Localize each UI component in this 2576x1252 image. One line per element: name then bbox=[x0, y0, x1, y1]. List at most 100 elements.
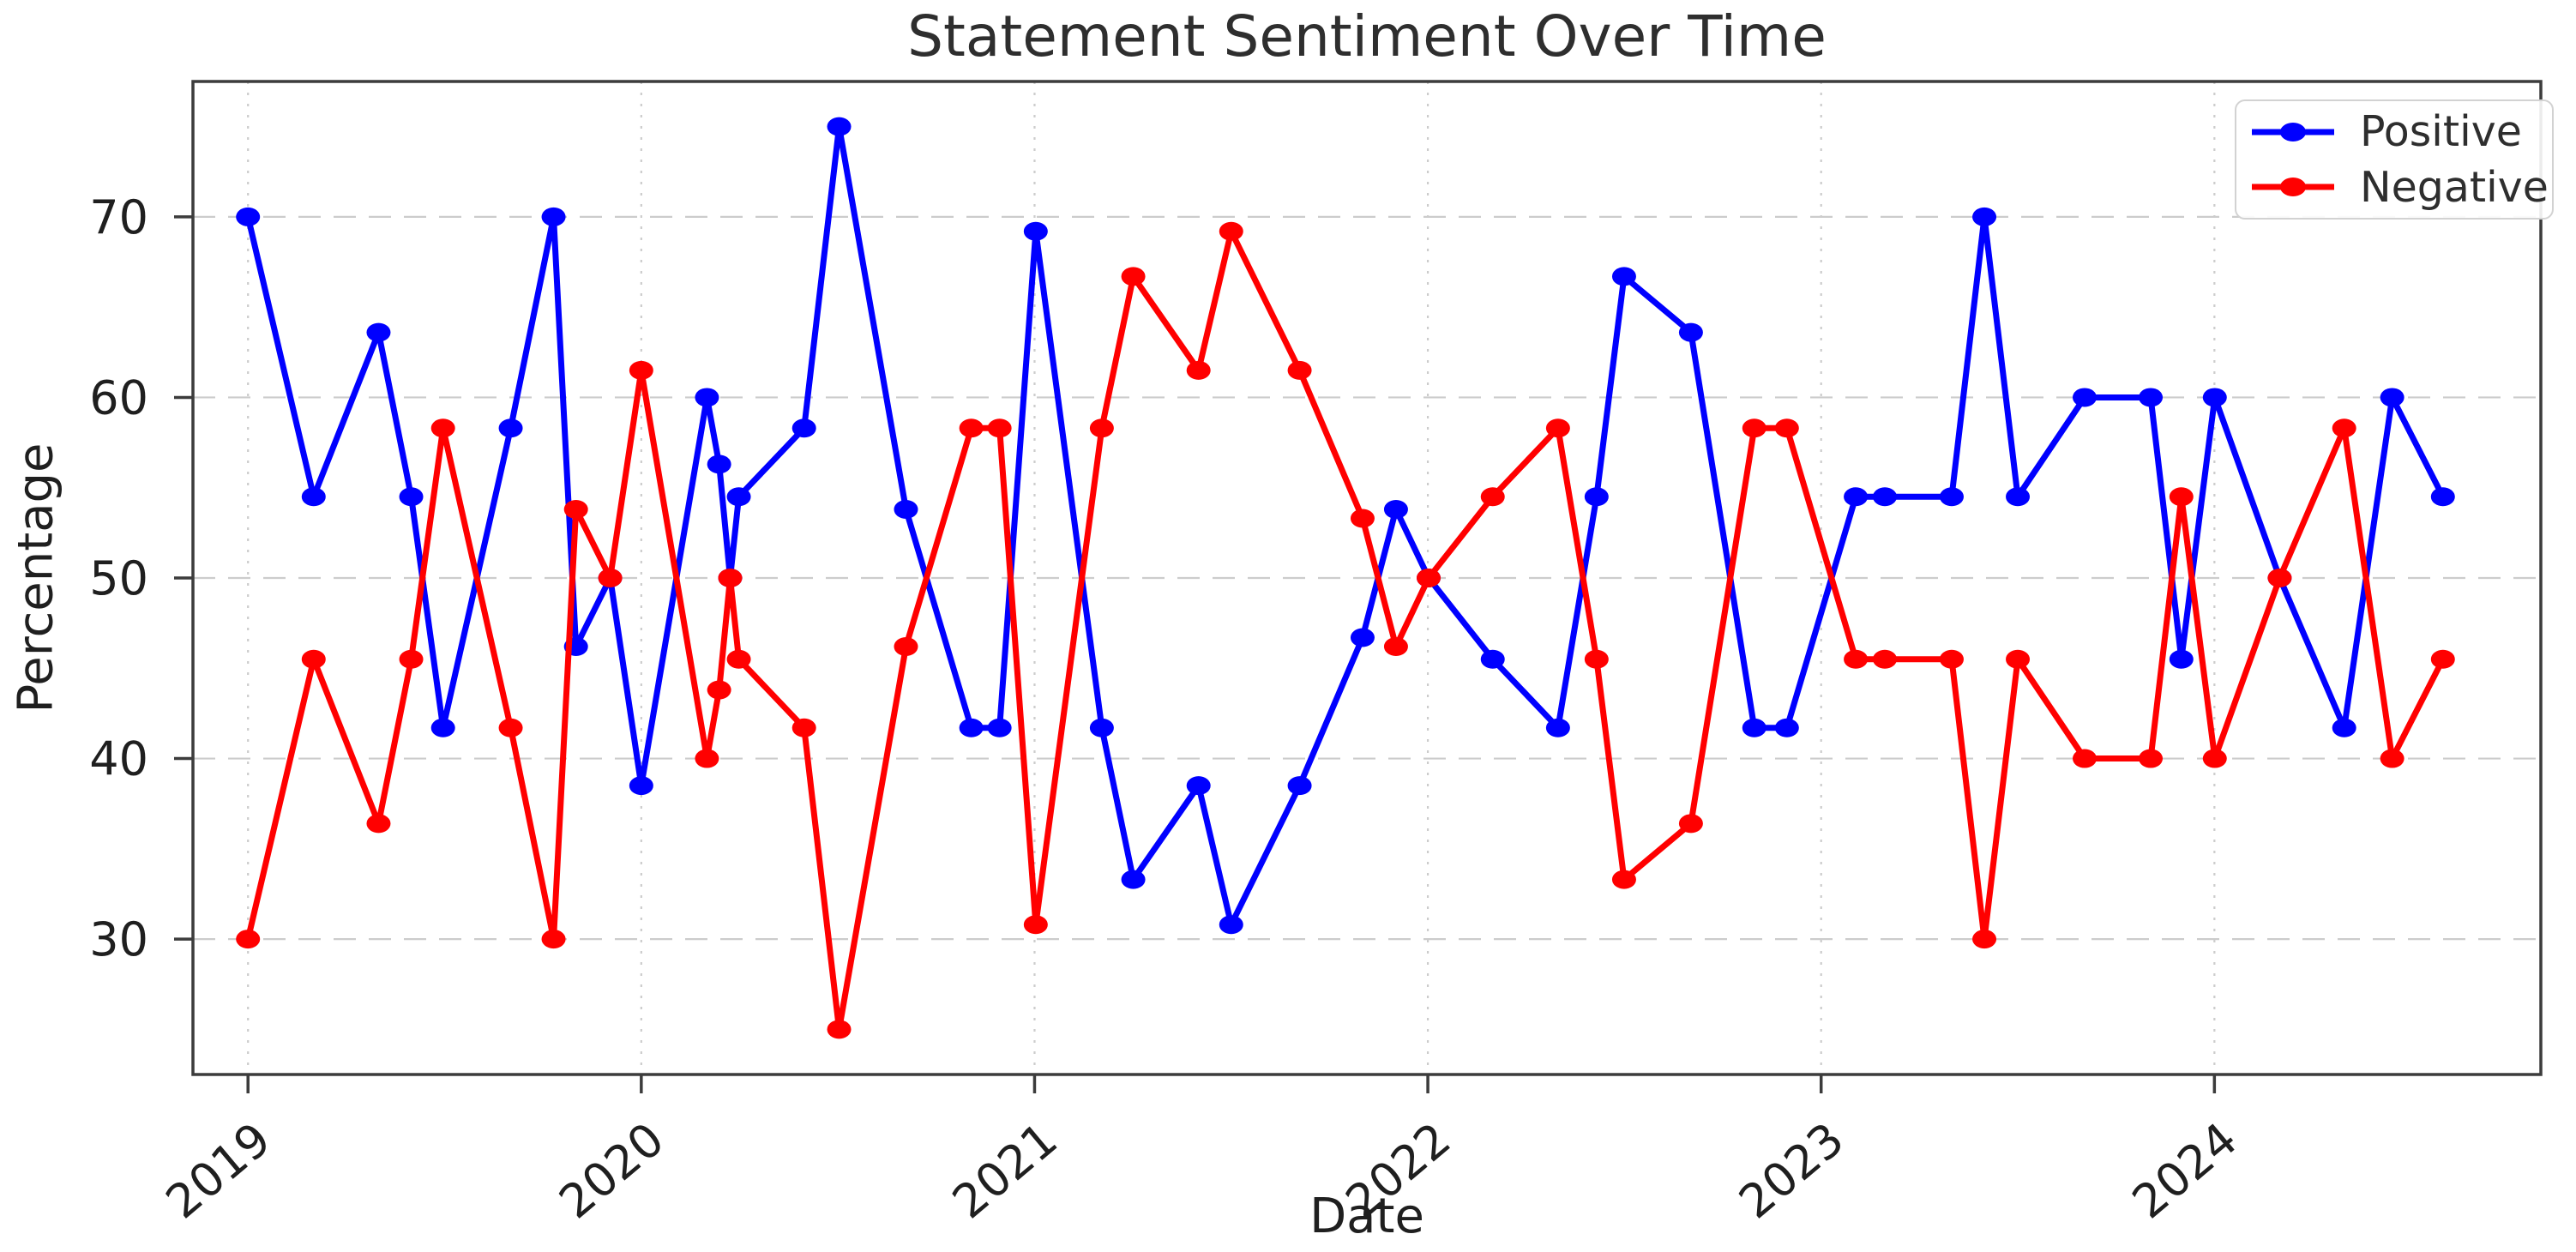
negative-marker bbox=[2332, 418, 2356, 438]
negative-marker bbox=[707, 680, 731, 700]
negative-marker bbox=[399, 649, 424, 669]
positive-marker bbox=[2072, 388, 2097, 407]
negative-marker bbox=[726, 649, 751, 669]
negative-marker bbox=[1774, 418, 1799, 438]
negative-marker bbox=[541, 930, 566, 949]
positive-marker bbox=[1611, 267, 1636, 286]
negative-marker bbox=[2139, 749, 2164, 768]
negative-marker bbox=[1417, 569, 1441, 587]
positive-marker bbox=[959, 718, 984, 737]
y-tick-label: 30 bbox=[89, 912, 148, 966]
legend: Positive Negative bbox=[2235, 99, 2554, 220]
positive-marker bbox=[987, 718, 1012, 737]
negative-marker bbox=[718, 569, 743, 587]
positive-marker bbox=[1678, 322, 1703, 342]
y-tick-label: 40 bbox=[89, 732, 148, 786]
negative-marker bbox=[1089, 418, 1114, 438]
negative-marker bbox=[2430, 649, 2455, 669]
positive-marker bbox=[629, 776, 653, 796]
negative-marker bbox=[1611, 870, 1636, 889]
y-tick-label: 70 bbox=[89, 190, 148, 244]
negative-marker bbox=[695, 749, 719, 768]
legend-label-negative: Negative bbox=[2360, 162, 2549, 212]
negative-marker bbox=[959, 418, 984, 438]
positive-marker bbox=[1873, 487, 1898, 507]
positive-marker bbox=[894, 499, 918, 519]
positive-marker bbox=[2139, 388, 2164, 407]
legend-label-positive: Positive bbox=[2360, 107, 2522, 157]
positive-marker bbox=[236, 207, 261, 226]
positive-marker bbox=[827, 117, 852, 136]
positive-marker bbox=[301, 487, 326, 507]
negative-marker bbox=[1383, 637, 1408, 657]
negative-line-marker-icon bbox=[2252, 178, 2334, 197]
x-axis-label: Date bbox=[1309, 1189, 1424, 1244]
negative-marker bbox=[827, 1020, 852, 1039]
negative-marker bbox=[1678, 814, 1703, 834]
positive-marker bbox=[1480, 649, 1505, 669]
y-axis-label: Percentage bbox=[8, 442, 64, 713]
negative-marker bbox=[236, 930, 261, 949]
legend-item-positive: Positive bbox=[2248, 107, 2552, 156]
positive-marker bbox=[1023, 221, 1048, 241]
negative-marker bbox=[498, 718, 523, 737]
negative-marker bbox=[2006, 649, 2031, 669]
negative-marker bbox=[2202, 749, 2227, 768]
negative-marker bbox=[1350, 509, 1375, 528]
negative-marker bbox=[1186, 360, 1211, 380]
negative-marker bbox=[1219, 221, 1243, 241]
positive-marker bbox=[1121, 870, 1146, 889]
y-tick-label: 50 bbox=[89, 551, 148, 605]
positive-line-marker-icon bbox=[2252, 122, 2334, 141]
negative-marker bbox=[1545, 418, 1570, 438]
positive-marker bbox=[2430, 487, 2455, 507]
negative-marker bbox=[1972, 930, 1997, 949]
negative-marker bbox=[1584, 649, 1609, 669]
negative-marker bbox=[1742, 418, 1766, 438]
negative-marker bbox=[629, 360, 653, 380]
positive-marker bbox=[399, 487, 424, 507]
negative-marker bbox=[430, 418, 455, 438]
legend-item-negative: Negative bbox=[2248, 163, 2552, 212]
negative-marker bbox=[2169, 487, 2194, 507]
negative-marker bbox=[366, 814, 391, 834]
positive-marker bbox=[1383, 499, 1408, 519]
negative-marker bbox=[2072, 749, 2097, 768]
negative-marker bbox=[301, 649, 326, 669]
positive-marker bbox=[1584, 487, 1609, 507]
positive-marker bbox=[726, 487, 751, 507]
y-tick-label: 60 bbox=[89, 370, 148, 424]
negative-marker bbox=[1480, 487, 1505, 507]
negative-marker bbox=[2380, 749, 2404, 768]
negative-marker bbox=[791, 718, 816, 737]
positive-marker bbox=[1742, 718, 1766, 737]
positive-marker bbox=[1774, 718, 1799, 737]
chart-title: Statement Sentiment Over Time bbox=[907, 3, 1827, 69]
negative-marker bbox=[1287, 360, 1312, 380]
positive-marker bbox=[1545, 718, 1570, 737]
negative-marker bbox=[1844, 649, 1869, 669]
positive-marker bbox=[1844, 487, 1869, 507]
positive-marker bbox=[1287, 776, 1312, 796]
positive-marker bbox=[1089, 718, 1114, 737]
positive-marker bbox=[541, 207, 566, 226]
negative-marker bbox=[1873, 649, 1898, 669]
negative-marker bbox=[598, 569, 623, 587]
positive-marker bbox=[2202, 388, 2227, 407]
negative-marker bbox=[1939, 649, 1964, 669]
positive-marker bbox=[2332, 718, 2356, 737]
negative-marker bbox=[1023, 915, 1048, 935]
positive-marker bbox=[2380, 388, 2404, 407]
positive-marker bbox=[1219, 915, 1243, 935]
positive-marker bbox=[498, 418, 523, 438]
positive-marker bbox=[1972, 207, 1997, 226]
positive-marker bbox=[1350, 628, 1375, 647]
positive-marker bbox=[430, 718, 455, 737]
positive-marker bbox=[791, 418, 816, 438]
negative-marker bbox=[894, 637, 918, 657]
positive-marker bbox=[2169, 649, 2194, 669]
positive-marker bbox=[366, 322, 391, 342]
positive-marker bbox=[2006, 487, 2031, 507]
